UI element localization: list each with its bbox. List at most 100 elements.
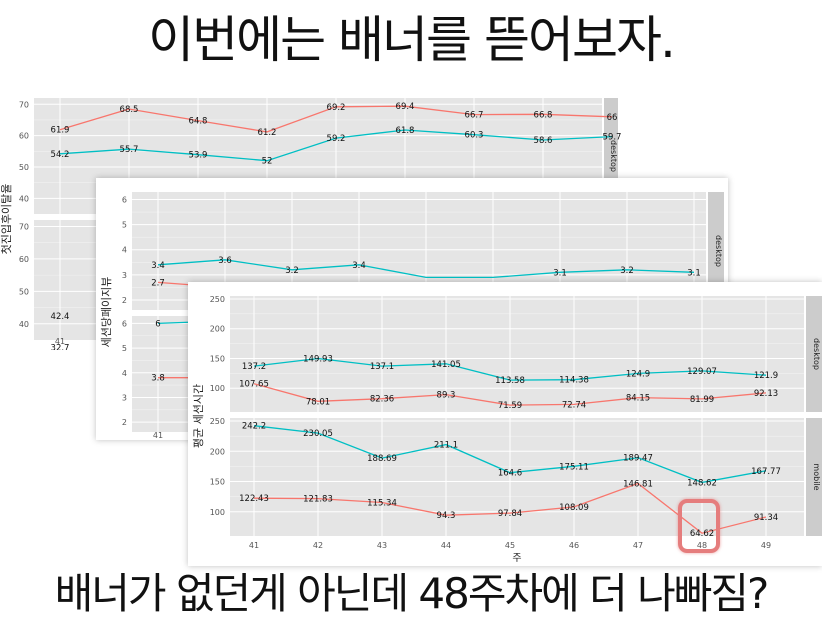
data-label: 58.6 (534, 136, 553, 146)
data-label: 115.34 (367, 499, 397, 509)
data-label: 107.65 (239, 380, 269, 390)
facet-panel-bg (230, 296, 804, 412)
data-label: 32.7 (51, 343, 70, 350)
series-line-0 (253, 425, 767, 484)
y-tick-label: 2 (122, 296, 127, 305)
x-tick-label: 41 (249, 541, 259, 550)
data-label: 69.2 (327, 103, 346, 113)
series-line-1 (59, 129, 613, 162)
y-tick-label: 3 (122, 393, 127, 402)
data-label: 3.1 (687, 268, 701, 278)
facet-strip (806, 418, 822, 536)
y-axis-title: 평균 세션시간 (192, 384, 205, 448)
series-line-0 (59, 105, 613, 133)
data-label: 53.9 (189, 151, 208, 161)
y-tick-label: 150 (210, 478, 225, 487)
y-axis-title: 세션당페이지뷰 (100, 277, 113, 348)
y-tick-label: 100 (210, 508, 225, 517)
y-tick-label: 3 (122, 271, 127, 280)
data-label: 230.05 (303, 429, 333, 439)
data-label: 61.2 (258, 128, 277, 138)
data-label: 69.4 (396, 102, 415, 112)
y-tick-label: 6 (122, 319, 127, 328)
y-tick-label: 250 (210, 417, 225, 426)
facet-panel-bg (230, 418, 804, 536)
data-label: 42.4 (51, 312, 70, 322)
data-label: 66 (607, 113, 618, 123)
data-label: 54.2 (51, 150, 70, 160)
data-label: 97.84 (498, 509, 522, 519)
data-label: 66.8 (534, 110, 553, 120)
data-label: 71.59 (498, 401, 522, 411)
x-tick-label: 42 (313, 541, 323, 550)
facet-strip-label: desktop (609, 140, 618, 172)
y-axis-title: 첫진입후이탈율 (0, 184, 13, 255)
data-label: 164.6 (498, 469, 522, 479)
data-label: 108.09 (559, 503, 589, 513)
data-label: 167.77 (751, 467, 781, 477)
x-tick-label: 43 (377, 541, 387, 550)
x-tick-label: 47 (633, 541, 643, 550)
data-label: 137.1 (370, 362, 394, 372)
data-label: 122.43 (239, 494, 269, 504)
data-label: 52 (262, 157, 273, 167)
series-line-1 (253, 383, 767, 406)
data-label: 114.38 (559, 376, 589, 386)
slide-caption: 배너가 없던게 아닌데 48주차에 더 나빠짐? (54, 569, 770, 618)
data-label: 149.93 (303, 355, 333, 365)
data-label: 3.4 (151, 261, 165, 271)
y-tick-label: 6 (122, 196, 127, 205)
data-label: 121.83 (303, 495, 333, 505)
facet-strip (708, 192, 724, 310)
data-label: 113.58 (495, 376, 525, 386)
data-label: 121.9 (754, 371, 778, 381)
y-tick-label: 50 (19, 287, 29, 296)
slide-title: 이번에는 배너를 뜯어보자. (148, 11, 676, 69)
facet-strip-label: desktop (714, 235, 723, 267)
facet-strip-label: mobile (812, 463, 821, 490)
data-label: 59.7 (603, 133, 622, 143)
y-tick-label: 60 (19, 132, 29, 141)
data-label: 3.1 (553, 268, 567, 278)
data-label: 146.81 (623, 479, 653, 489)
week48-highlight-box (678, 499, 720, 553)
data-label: 91.34 (754, 513, 778, 523)
data-label: 94.3 (437, 511, 456, 521)
data-label: 64.62 (690, 529, 714, 539)
y-tick-label: 100 (210, 384, 225, 393)
facet-1: mobile 100 150 200 250 242.2 230.05 188.69 211.1… (210, 417, 822, 539)
data-label: 3.2 (620, 266, 634, 276)
x-tick-label: 49 (761, 541, 771, 550)
y-tick-label: 40 (19, 194, 29, 203)
y-tick-label: 5 (122, 221, 127, 230)
chart-svg-2: 평균 세션시간 desktop 100 150 200 250 137.2 149.93 137… (192, 295, 822, 564)
data-label: 66.7 (465, 111, 484, 121)
data-label: 64.8 (189, 117, 208, 127)
data-label: 129.07 (687, 367, 717, 377)
data-label: 137.2 (242, 362, 266, 372)
data-label: 3.6 (218, 256, 232, 266)
data-label: 242.2 (242, 422, 266, 432)
series-line-0 (157, 259, 695, 279)
data-label: 124.9 (626, 369, 650, 379)
avg-session-time-chart: 평균 세션시간 desktop 100 150 200 250 137.2 149.93 137… (188, 282, 822, 566)
x-tick-label: 46 (569, 541, 579, 550)
data-label: 175.11 (559, 462, 589, 472)
y-tick-label: 40 (19, 320, 29, 329)
y-tick-label: 200 (210, 447, 225, 456)
series-line-0 (253, 357, 767, 381)
y-tick-label: 2 (122, 418, 127, 427)
data-label: 59.2 (327, 134, 346, 144)
data-label: 89.3 (437, 391, 456, 401)
data-label: 3.8 (151, 374, 165, 384)
data-label: 2.7 (151, 278, 165, 288)
data-label: 81.99 (690, 395, 714, 405)
data-label: 78.01 (306, 397, 330, 407)
facet-strip-label: desktop (812, 338, 821, 370)
data-label: 188.69 (367, 454, 397, 464)
data-label: 211.1 (434, 441, 458, 451)
y-tick-label: 70 (19, 222, 29, 231)
data-label: 141.05 (431, 360, 461, 370)
data-label: 55.7 (120, 145, 139, 155)
x-tick-label: 44 (441, 541, 451, 550)
